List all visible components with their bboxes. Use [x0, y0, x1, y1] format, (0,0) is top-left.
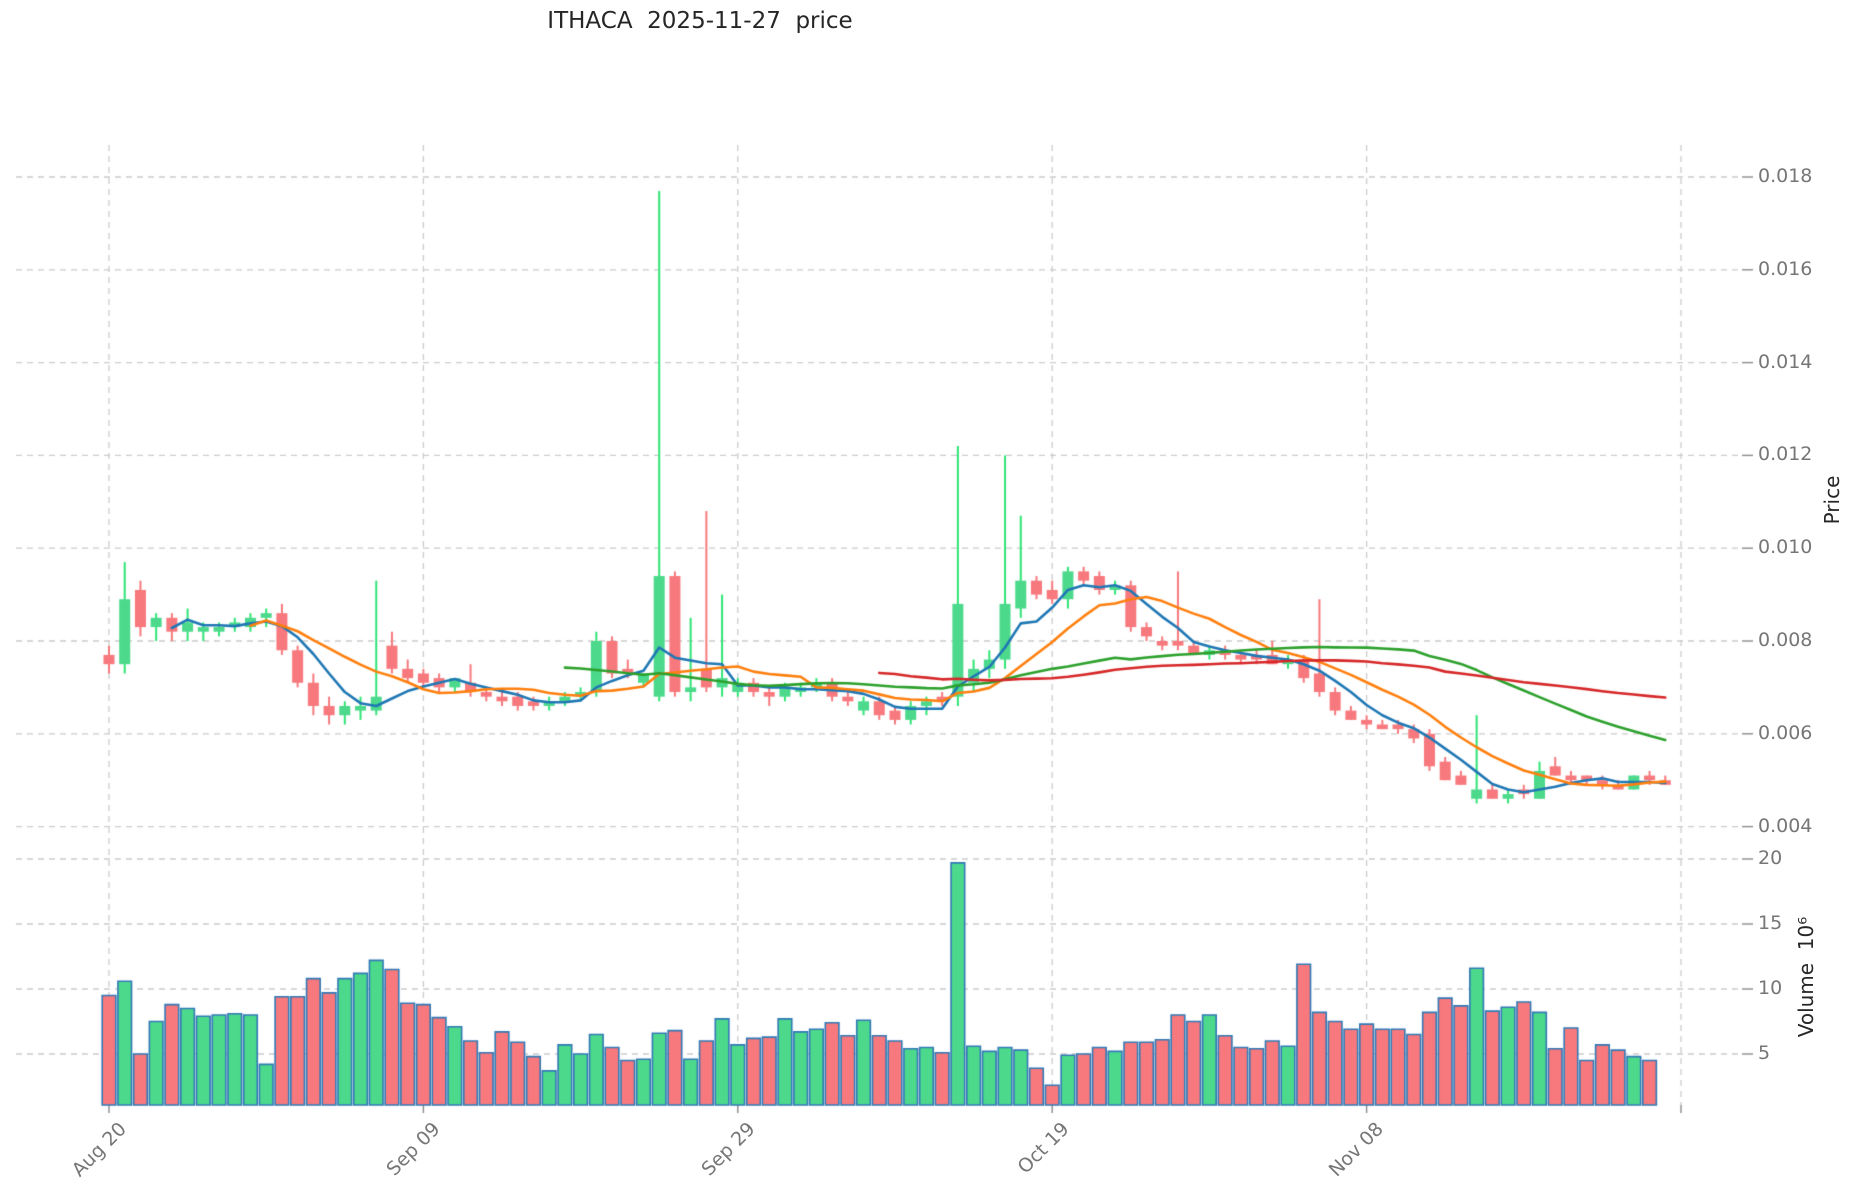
volume-axis-label: Volume 10⁶ — [1794, 916, 1818, 1038]
volume-tick-label: 5 — [1758, 1042, 1771, 1064]
price-tick-label: 0.006 — [1758, 721, 1813, 744]
price-tick-label: 0.016 — [1758, 257, 1813, 280]
price-tick-label: 0.012 — [1758, 443, 1813, 466]
price-tick-label: 0.018 — [1758, 165, 1813, 187]
chart-title: ITHACA 2025-11-27 price — [547, 8, 853, 34]
volume-tick-label: 10 — [1758, 977, 1783, 999]
price-tick-label: 0.004 — [1758, 814, 1813, 837]
price-tick-label: 0.010 — [1758, 536, 1813, 559]
price-axis-label: Price — [1820, 475, 1844, 525]
price-tick-label: 0.014 — [1758, 350, 1813, 373]
volume-tick-label: 15 — [1758, 912, 1783, 934]
volume-tick-label: 20 — [1758, 847, 1783, 869]
price-tick-label: 0.008 — [1758, 629, 1813, 651]
